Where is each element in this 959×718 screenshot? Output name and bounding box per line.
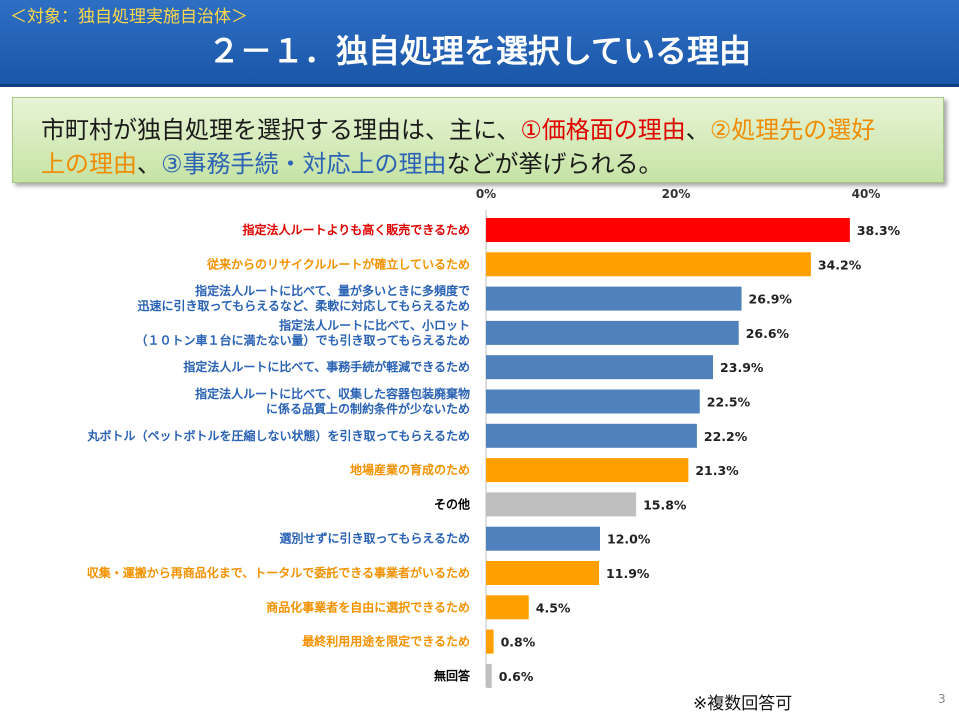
- reason-price: ①価格面の理由: [520, 116, 686, 144]
- bar-6: [486, 389, 700, 414]
- slide-title: ２－１．独自処理を選択している理由: [207, 32, 752, 70]
- category-label: 従来からのリサイクルルートが確立しているため: [206, 256, 470, 271]
- data-label: 11.9%: [606, 566, 650, 581]
- bar-10: [486, 526, 600, 551]
- bar-7: [486, 423, 697, 448]
- category-label: 地場産業の育成のため: [350, 462, 470, 477]
- data-label: 12.0%: [607, 532, 651, 547]
- bar-12: [486, 595, 529, 620]
- bar-4: [486, 320, 739, 345]
- data-label: 4.5%: [536, 600, 571, 615]
- summary-text: 、: [685, 116, 710, 144]
- data-label: 0.6%: [499, 669, 534, 684]
- category-label: 無回答: [434, 668, 471, 683]
- data-label: 38.3%: [857, 223, 901, 238]
- x-tick-label: 40%: [852, 187, 881, 201]
- summary-text: などが挙げられる。: [446, 150, 663, 178]
- category-label: 収集・運搬から再商品化まで、トータルで委託できる事業者がいるため: [87, 565, 470, 580]
- bar-11: [486, 561, 600, 585]
- category-label: 丸ボトル（ペットボトルを圧縮しない状態）を引き取ってもらえるため: [87, 428, 470, 443]
- x-tick-label: 20%: [662, 187, 691, 201]
- reason-preference-part1: ②処理先の選好: [709, 116, 876, 144]
- bar-5: [486, 355, 714, 380]
- reason-preference-part2: 上の理由: [41, 150, 137, 178]
- reason-procedure: ③事務手続・対応上の理由: [161, 150, 447, 178]
- category-label: 選別せずに引き取ってもらえるため: [280, 531, 470, 546]
- bar-chart: 0% 20% 40% 38.3% 指定法人ルートよりも高く販売できるため 34.2% 従来か…: [87, 187, 901, 688]
- bar-9: [486, 492, 637, 517]
- summary-text: 、: [137, 150, 161, 178]
- category-label: 指定法人ルートよりも高く販売できるため: [242, 222, 470, 237]
- data-label: 26.9%: [749, 292, 793, 307]
- slide-subtitle: ＜対象：独自処理実施自治体＞: [10, 7, 248, 27]
- summary-box: 市町村が独自処理を選択する理由は、主に、①価格面の理由、②処理先の選好 上の理由…: [12, 97, 944, 183]
- data-label: 0.8%: [501, 635, 536, 650]
- data-label: 22.5%: [707, 395, 751, 410]
- category-label: 指定法人ルートに比べて、収集した容器包装廃棄物: [195, 386, 470, 401]
- category-label: 指定法人ルートに比べて、量が多いときに多頻度で: [195, 283, 470, 298]
- bar-14: [486, 663, 492, 688]
- data-label: 15.8%: [643, 497, 687, 512]
- category-label: （１０トン車１台に満たない量）でも引き取ってもらえるため: [136, 332, 470, 347]
- category-label: 商品化事業者を自由に選択できるため: [266, 599, 470, 614]
- data-label: 23.9%: [720, 360, 764, 375]
- x-tick-label: 0%: [476, 187, 496, 201]
- summary-line-1: 市町村が独自処理を選択する理由は、主に、①価格面の理由、②処理先の選好: [41, 110, 875, 145]
- summary-text: 市町村が独自処理を選択する理由は、主に、: [41, 116, 521, 144]
- category-label: に係る品質上の制約条件が少ないため: [266, 401, 470, 416]
- page-number: 3: [938, 692, 946, 706]
- multiple-answers-note: ※複数回答可: [693, 694, 793, 714]
- bar-1: [486, 218, 850, 242]
- category-label: 最終利用用途を限定できるため: [302, 634, 470, 649]
- slide-header: ＜対象：独自処理実施自治体＞ ２－１．独自処理を選択している理由: [0, 0, 959, 87]
- data-label: 22.2%: [704, 429, 748, 444]
- data-label: 21.3%: [695, 463, 739, 478]
- bar-8: [486, 458, 689, 483]
- category-label: 迅速に引き取ってもらえるなど、柔軟に対応してもらえるため: [137, 298, 470, 313]
- data-label: 26.6%: [746, 326, 790, 341]
- category-label: 指定法人ルートに比べて、事務手続が軽減できるため: [183, 359, 470, 374]
- category-label: 指定法人ルートに比べて、小ロット: [279, 317, 470, 332]
- data-label: 34.2%: [818, 257, 862, 272]
- category-label: その他: [434, 496, 470, 511]
- bar-2: [486, 252, 811, 277]
- bar-13: [486, 629, 494, 654]
- summary-line-2: 上の理由、③事務手続・対応上の理由などが挙げられる。: [41, 144, 663, 179]
- bar-3: [486, 286, 742, 311]
